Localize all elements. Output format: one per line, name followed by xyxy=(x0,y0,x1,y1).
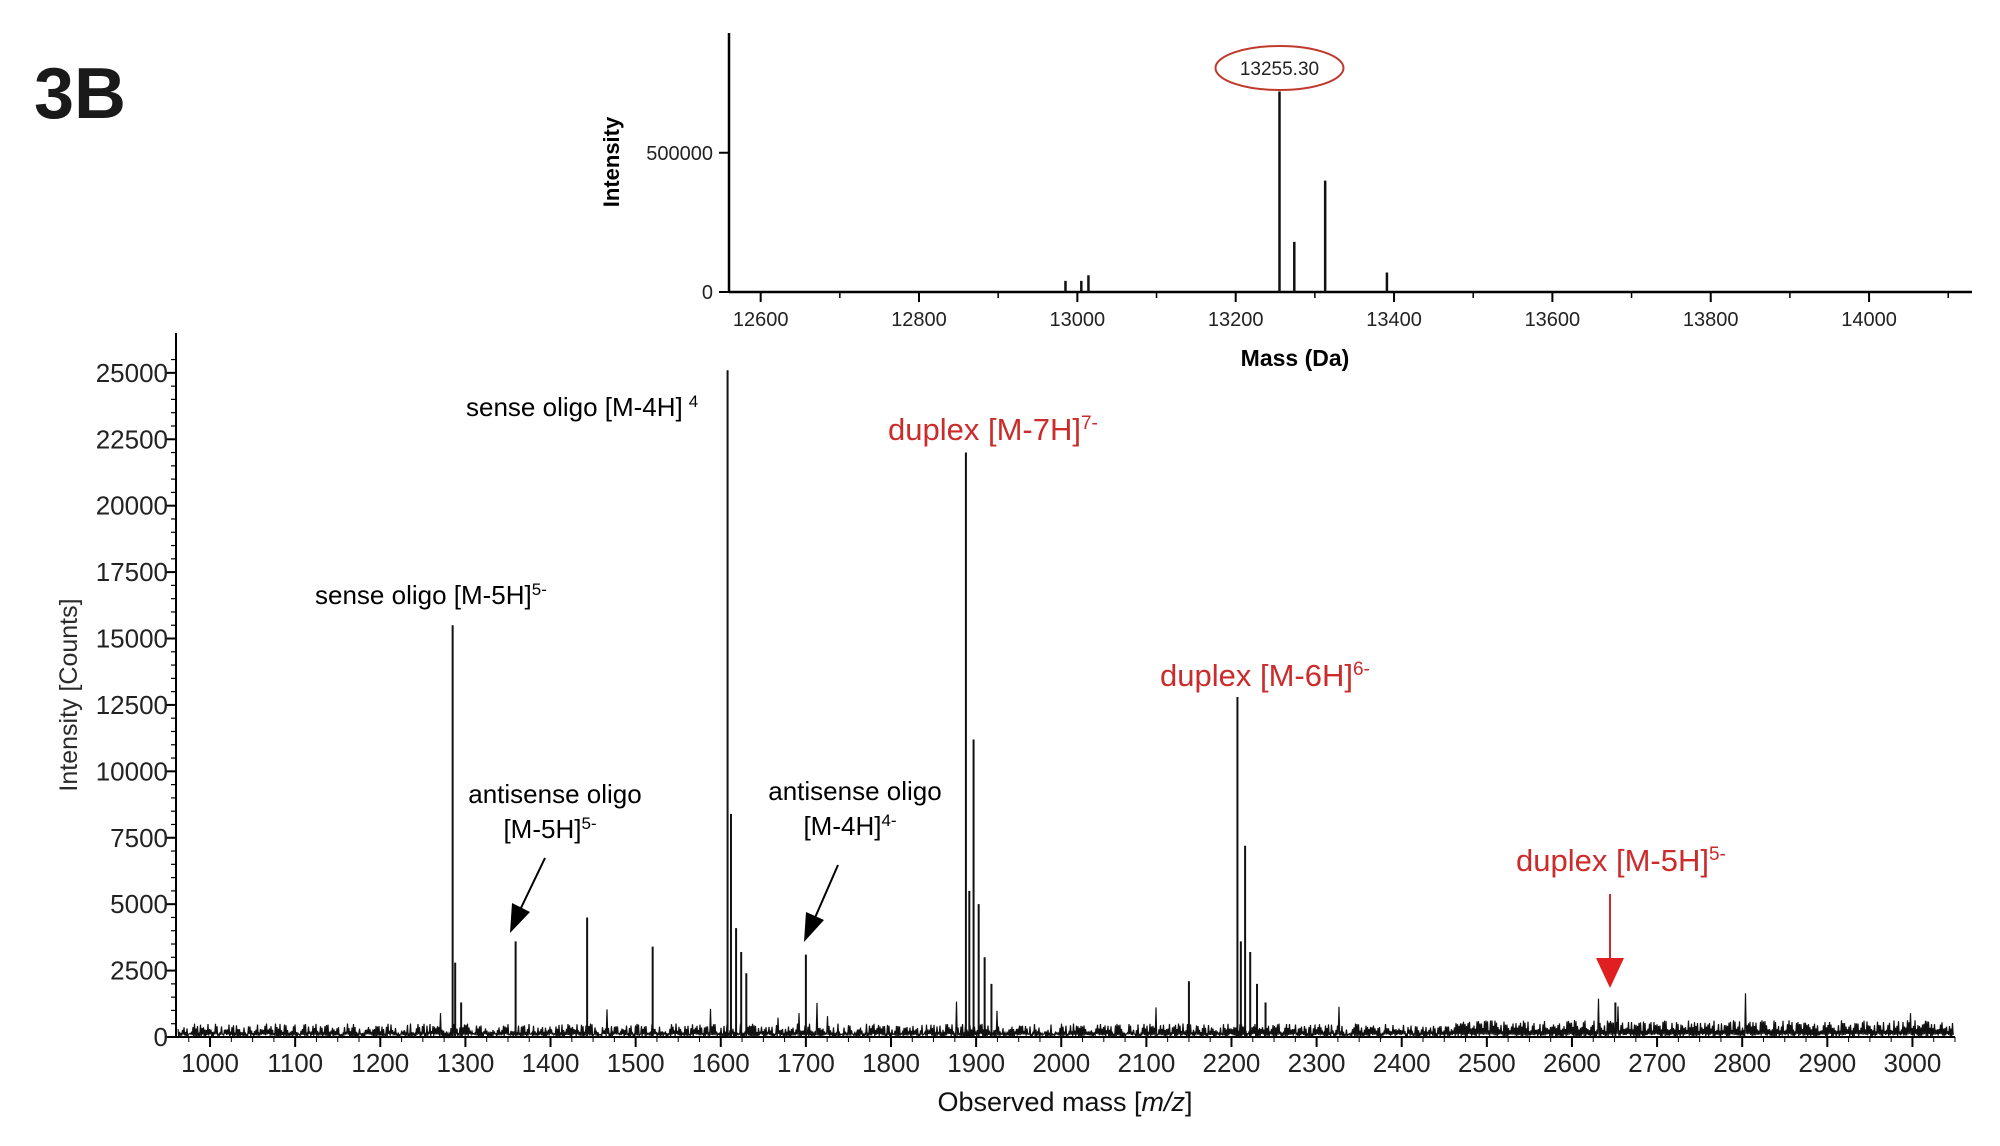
main-x-tick-label: 2800 xyxy=(1713,1048,1771,1078)
main-y-tick-label: 7500 xyxy=(110,823,168,853)
main-x-tick-label: 2400 xyxy=(1373,1048,1431,1078)
inset-chart: 0 500000 12600 12800 13000 13200 13400 13600 13… xyxy=(599,33,1972,371)
inset-x-tick-label: 14000 xyxy=(1841,309,1897,331)
main-x-tick-label: 2600 xyxy=(1543,1048,1601,1078)
main-x-tick-label: 1900 xyxy=(947,1048,1005,1078)
annotation-antisense-4h-line1: antisense oligo xyxy=(768,776,941,806)
annotation-sense-4h-text: sense oligo [M-4H] xyxy=(466,392,683,422)
main-x-tick-label: 2300 xyxy=(1288,1048,1346,1078)
main-noise-trace xyxy=(177,993,1954,1040)
main-y-tick-label: 0 xyxy=(154,1022,168,1052)
inset-y-label: Intensity xyxy=(599,116,624,207)
main-x-tick-label: 2700 xyxy=(1628,1048,1686,1078)
annotation-antisense-4h-sup: 4- xyxy=(881,811,896,830)
main-x-label-prefix: Observed mass [ xyxy=(937,1087,1142,1117)
annotation-duplex-5h-sup: 5- xyxy=(1709,844,1726,865)
main-x-label: Observed mass [m/z] xyxy=(937,1087,1192,1117)
inset-x-label: Mass (Da) xyxy=(1241,345,1350,371)
annotation-antisense-4h-line2: [M-4H]4- xyxy=(803,811,896,841)
main-x-tick-label: 2200 xyxy=(1203,1048,1261,1078)
main-x-tick-label: 1000 xyxy=(181,1048,239,1078)
annotation-sense-5h: sense oligo [M-5H]5- xyxy=(315,580,547,610)
main-y-label: Intensity [Counts] xyxy=(55,598,83,791)
main-y-tick-label: 10000 xyxy=(96,756,168,786)
main-x-tick-label: 2500 xyxy=(1458,1048,1516,1078)
annotation-antisense-5h-line2: [M-5H]5- xyxy=(503,814,596,844)
main-x-tick-label: 2000 xyxy=(1032,1048,1090,1078)
main-x-tick-label: 2900 xyxy=(1798,1048,1856,1078)
annotation-antisense-4h-text: [M-4H] xyxy=(803,811,881,841)
annotation-antisense-5h-arrow-line xyxy=(519,857,546,911)
annotation-duplex-7h: duplex [M-7H]7- xyxy=(888,412,1098,447)
main-x-label-suffix: ] xyxy=(1185,1087,1193,1117)
inset-x-tick-label: 12800 xyxy=(891,309,947,331)
annotation-duplex-5h-text: duplex [M-5H] xyxy=(1516,843,1709,878)
main-y-tick-label: 20000 xyxy=(96,491,168,521)
main-y-tick-label: 15000 xyxy=(96,624,168,654)
inset-y-tick-label: 0 xyxy=(702,282,713,304)
main-x-tick-label: 1400 xyxy=(522,1048,580,1078)
main-x-label-italic: m/z xyxy=(1142,1087,1186,1117)
main-y-tick-label: 25000 xyxy=(96,358,168,388)
annotation-duplex-5h-arrowhead xyxy=(1596,958,1624,988)
annotation-duplex-6h-sup: 6- xyxy=(1353,659,1370,680)
annotation-antisense-4h-arrowhead xyxy=(804,912,824,942)
inset-x-tick-label: 13200 xyxy=(1208,309,1264,331)
inset-x-tick-label: 13800 xyxy=(1683,309,1739,331)
main-x-tick-label: 1800 xyxy=(862,1048,920,1078)
main-x-tick-label: 1500 xyxy=(607,1048,665,1078)
panel-label: 3B xyxy=(34,54,126,134)
inset-x-tick-label: 12600 xyxy=(733,309,789,331)
main-y-tick-label: 17500 xyxy=(96,557,168,587)
main-x-tick-label: 1600 xyxy=(692,1048,750,1078)
main-y-tick-label: 12500 xyxy=(96,690,168,720)
annotation-sense-4h-sup: 4 xyxy=(689,392,698,411)
inset-y-tick-label: 500000 xyxy=(646,143,713,165)
main-x-tick-label: 1700 xyxy=(777,1048,835,1078)
main-x-tick-label: 1300 xyxy=(436,1048,494,1078)
main-y-tick-label: 5000 xyxy=(110,889,168,919)
annotation-antisense-5h-line1: antisense oligo xyxy=(468,779,641,809)
annotation-duplex-7h-sup: 7- xyxy=(1081,413,1098,434)
main-x-tick-label: 1100 xyxy=(267,1048,323,1078)
annotation-sense-5h-text: sense oligo [M-5H] xyxy=(315,580,532,610)
annotation-duplex-7h-text: duplex [M-7H] xyxy=(888,412,1081,447)
inset-peak-highlight-ellipse xyxy=(1214,45,1345,91)
main-chart: 0 2500 5000 7500 10000 12500 15000 17500 20000 22… xyxy=(55,333,1956,1117)
main-y-tick-label: 22500 xyxy=(96,424,168,454)
main-x-tick-label: 1200 xyxy=(351,1048,409,1078)
annotation-sense-4h: sense oligo [M-4H] 4 xyxy=(466,392,698,422)
annotation-duplex-6h: duplex [M-6H]6- xyxy=(1160,658,1370,693)
annotation-duplex-5h: duplex [M-5H]5- xyxy=(1516,843,1726,878)
main-x-tick-label: 3000 xyxy=(1884,1048,1942,1078)
inset-x-tick-label: 13400 xyxy=(1366,309,1422,331)
inset-peak-annotation: 13255.30 xyxy=(1240,59,1319,80)
annotation-antisense-5h-arrowhead xyxy=(510,903,530,933)
inset-x-tick-label: 13000 xyxy=(1050,309,1106,331)
annotation-antisense-5h-sup: 5- xyxy=(581,814,596,833)
annotation-sense-5h-sup: 5- xyxy=(532,580,547,599)
main-x-tick-label: 2100 xyxy=(1117,1048,1175,1078)
annotation-antisense-5h-text: [M-5H] xyxy=(503,814,581,844)
inset-x-tick-label: 13600 xyxy=(1525,309,1581,331)
annotation-antisense-4h-arrow-line xyxy=(813,864,839,921)
annotation-duplex-6h-text: duplex [M-6H] xyxy=(1160,658,1353,693)
main-y-tick-label: 2500 xyxy=(110,956,168,986)
